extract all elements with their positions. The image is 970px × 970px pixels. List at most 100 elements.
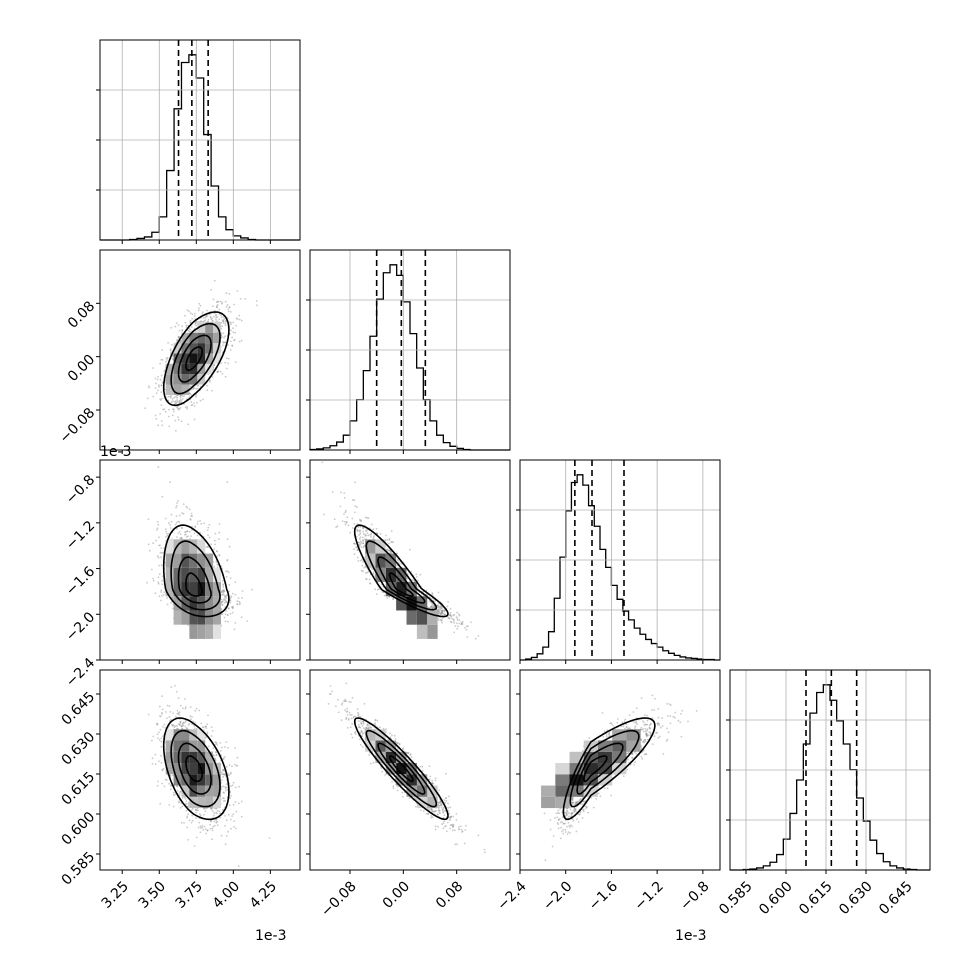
scatter-point xyxy=(225,320,228,323)
scatter-point xyxy=(354,543,356,545)
scatter-point xyxy=(172,355,174,357)
scatter-point xyxy=(323,513,325,516)
scatter-point xyxy=(568,812,570,815)
scatter-point xyxy=(223,746,226,748)
scatter-point xyxy=(180,725,183,727)
scatter-point xyxy=(176,724,178,727)
scatter-point xyxy=(196,534,199,537)
scatter-point xyxy=(397,559,399,562)
scatter-point xyxy=(643,753,646,756)
scatter-point xyxy=(184,531,187,534)
scatter-point xyxy=(172,724,174,726)
scatter-point xyxy=(484,851,486,854)
scatter-point xyxy=(207,534,209,536)
scatter-point xyxy=(362,720,365,723)
scatter-point xyxy=(236,318,239,320)
scatter-point xyxy=(643,730,645,733)
scatter-point xyxy=(450,615,452,617)
scatter-point xyxy=(220,834,223,837)
scatter-point xyxy=(628,714,631,716)
scatter-point xyxy=(223,773,226,776)
scatter-point xyxy=(169,527,172,529)
scatter-point xyxy=(549,828,552,831)
scatter-point xyxy=(177,727,179,730)
scatter-point xyxy=(166,597,168,599)
scatter-point xyxy=(221,773,224,776)
scatter-point xyxy=(409,548,411,551)
scatter-point xyxy=(159,398,162,401)
scatter-point xyxy=(227,344,230,346)
scatter-point xyxy=(576,818,578,821)
scatter-point xyxy=(228,571,230,574)
scatter-point xyxy=(166,359,168,361)
scatter-point xyxy=(434,828,437,831)
scatter-point xyxy=(344,521,346,523)
scatter-point xyxy=(356,556,359,559)
scatter-point xyxy=(237,597,240,599)
scatter-point xyxy=(177,337,180,339)
scatter-point xyxy=(349,714,352,716)
scatter-point xyxy=(194,710,197,712)
scatter-point xyxy=(156,784,159,787)
scatter-point xyxy=(157,424,160,427)
scatter-point xyxy=(167,395,170,398)
scatter-point xyxy=(359,536,362,538)
scatter-point xyxy=(190,821,193,824)
scatter-point xyxy=(651,709,653,711)
scatter-point xyxy=(182,707,184,710)
scatter-point xyxy=(189,518,192,520)
scatter-point xyxy=(174,793,177,796)
scatter-point xyxy=(198,307,200,310)
scatter-point xyxy=(358,537,361,540)
scatter-point xyxy=(224,341,226,344)
scatter-point xyxy=(222,332,225,335)
scatter-point xyxy=(189,518,192,521)
scatter-point xyxy=(434,825,437,828)
y-exponent-label: 1e-3 xyxy=(100,444,131,460)
scatter-point xyxy=(225,305,228,308)
scatter-point xyxy=(175,690,178,693)
scatter-point xyxy=(649,727,651,729)
scatter-point xyxy=(360,723,362,725)
scatter-point xyxy=(359,559,362,562)
scatter-point xyxy=(353,511,356,514)
density-cell xyxy=(541,785,556,797)
scatter-point xyxy=(225,835,228,837)
scatter-point xyxy=(195,395,197,398)
scatter-point xyxy=(372,537,375,540)
y-tick-label: 0.615 xyxy=(59,769,99,809)
scatter-point xyxy=(202,311,204,314)
y-tick-label: −0.8 xyxy=(63,472,98,507)
scatter-point xyxy=(391,734,393,737)
frame-layer xyxy=(96,39,931,874)
scatter-point xyxy=(151,739,153,742)
scatter-point xyxy=(185,536,188,538)
scatter-point xyxy=(438,801,441,804)
scatter-point xyxy=(458,619,461,622)
scatter-point xyxy=(396,552,398,555)
scatter-point xyxy=(161,768,164,771)
scatter-point xyxy=(175,401,178,404)
scatter-point xyxy=(151,763,154,765)
scatter-point xyxy=(221,583,224,586)
scatter-point xyxy=(353,523,356,525)
scatter-point xyxy=(180,420,183,423)
x-tick-label: −0.08 xyxy=(318,878,360,920)
scatter-point xyxy=(172,607,174,610)
scatter-point xyxy=(225,292,228,295)
scatter-point xyxy=(178,801,181,804)
scatter-point xyxy=(445,797,447,799)
scatter-point xyxy=(370,726,372,729)
scatter-point xyxy=(376,588,379,591)
scatter-point xyxy=(189,328,192,331)
scatter-point xyxy=(359,532,362,535)
scatter-point xyxy=(434,779,437,782)
scatter-point xyxy=(360,569,363,572)
scatter-point xyxy=(357,526,360,528)
scatter-point xyxy=(185,706,187,708)
y-tick-label: 0.630 xyxy=(59,729,99,769)
scatter-point xyxy=(440,610,443,613)
scatter-point xyxy=(650,723,652,725)
scatter-point xyxy=(224,815,226,817)
x-tick-label: −1.2 xyxy=(632,878,667,913)
